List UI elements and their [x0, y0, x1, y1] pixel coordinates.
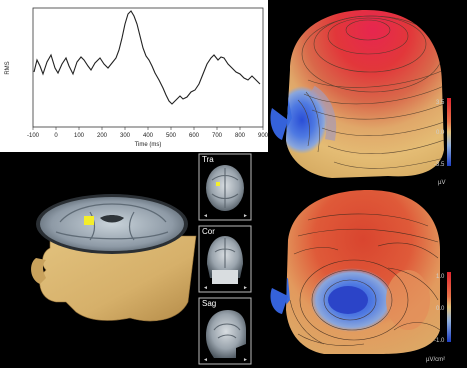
x-tick-label: 300: [120, 133, 131, 139]
colorbar-bottom-unit: µV/cm²: [426, 357, 445, 363]
svg-text:►: ►: [243, 357, 248, 363]
svg-text:◄: ◄: [203, 357, 208, 363]
rms-waveform-line: [33, 10, 261, 105]
topomap-render: 3.5 0.0 -3.5 µV: [270, 10, 451, 363]
topomap-panel: 3.5 0.0 -3.5 µV: [268, 0, 467, 368]
slice-view-tra[interactable]: Tra ◄ ►: [198, 153, 252, 221]
colorbar-bottom-tick-max: 1.0: [436, 274, 445, 280]
mri-panel: Tra ◄ ► Cor ◄ ► Sag ◄ ►: [0, 152, 268, 368]
x-tick-label: 0: [54, 133, 58, 139]
y-axis-label: RMS: [5, 61, 11, 74]
x-axis-label: Time (ms): [135, 142, 162, 148]
x-tick-label: 200: [97, 133, 108, 139]
view-label-cor: Cor: [202, 227, 215, 236]
colorbar-top: 3.5 0.0 -3.5 µV: [434, 98, 451, 186]
view-label-sag: Sag: [202, 299, 216, 308]
head-model: [31, 194, 197, 322]
svg-text:◄: ◄: [203, 213, 208, 219]
x-tick-label: 900: [258, 133, 268, 139]
x-tick-label: 800: [235, 133, 246, 139]
x-tick-label: 700: [212, 133, 223, 139]
head-3d-render: Tra ◄ ► Cor ◄ ► Sag ◄ ►: [31, 153, 252, 365]
x-tick-label: 600: [189, 133, 200, 139]
svg-text:◄: ◄: [203, 285, 208, 291]
topomap-potential: [270, 10, 444, 178]
x-axis-ticks: -100 0 100 200 300 400 500 600 700 800 900: [27, 127, 268, 139]
slice-view-sag[interactable]: Sag ◄ ►: [198, 297, 252, 365]
view-label-tra: Tra: [202, 155, 214, 164]
slice-view-cor[interactable]: Cor ◄ ►: [198, 225, 252, 293]
activation-marker: [84, 216, 94, 225]
colorbar-bottom-tick-zero: 0.0: [436, 306, 445, 312]
plot-frame: [32, 7, 264, 128]
axial-slice-surface: [40, 197, 184, 251]
colorbar-bottom: 1.0 0.0 -1.0 µV/cm²: [426, 272, 451, 363]
colorbar-top-tick-zero: 0.0: [436, 130, 445, 136]
x-tick-label: 400: [143, 133, 154, 139]
colorbar-top-tick-min: -3.5: [434, 162, 445, 168]
topomap-current-density: [270, 190, 440, 354]
colorbar-bottom-tick-min: -1.0: [434, 338, 445, 344]
svg-text:►: ►: [243, 213, 248, 219]
colorbar-top-tick-max: 3.5: [436, 100, 445, 106]
svg-text:►: ►: [243, 285, 248, 291]
waveform-plot: RMS -100 0 100 200 300 400 500 600 700 800 900 Tim…: [5, 7, 268, 148]
waveform-panel: RMS -100 0 100 200 300 400 500 600 700 800 900 Tim…: [0, 0, 268, 152]
x-tick-label: 100: [74, 133, 85, 139]
x-tick-label: -100: [27, 133, 40, 139]
x-tick-label: 500: [166, 133, 177, 139]
colorbar-top-unit: µV: [438, 180, 445, 186]
